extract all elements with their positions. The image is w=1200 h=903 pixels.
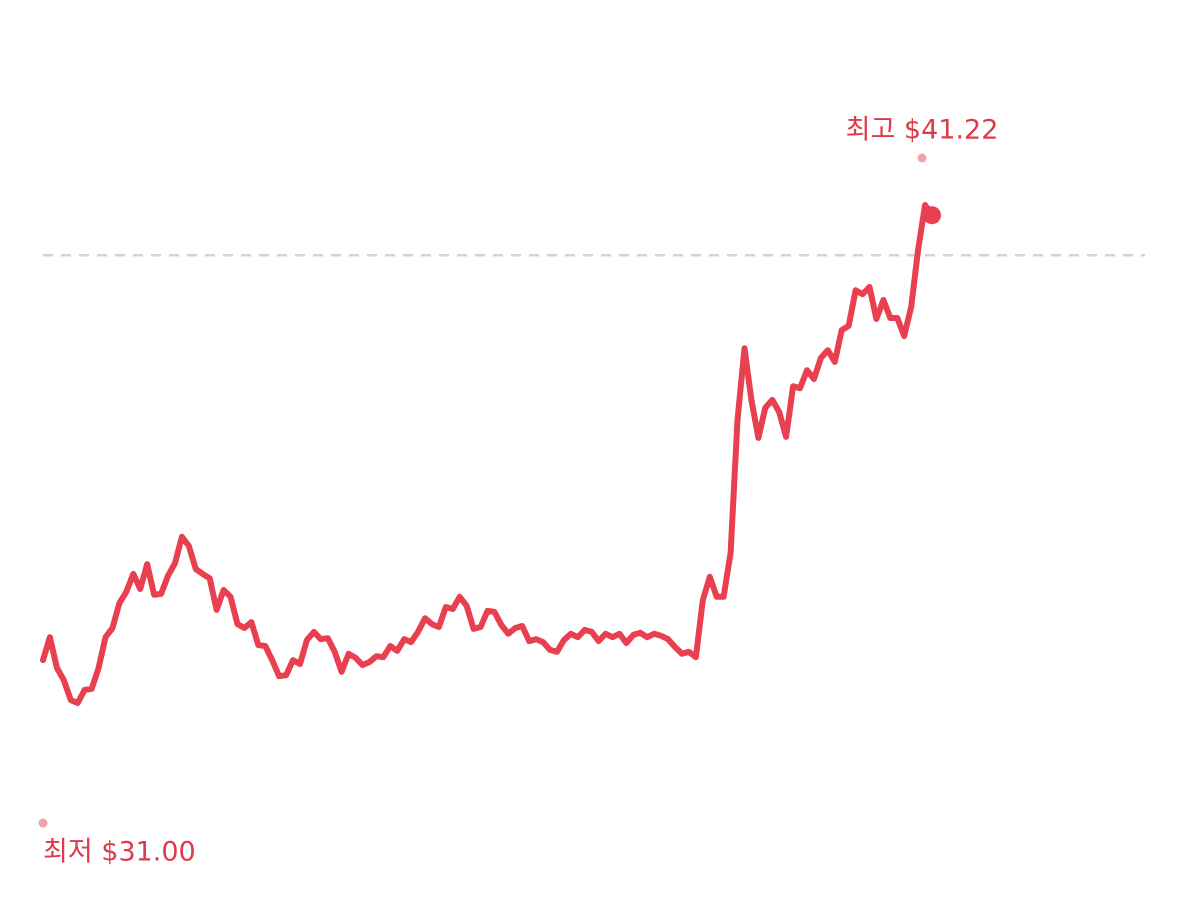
- low-label: 최저 $31.00: [43, 837, 196, 868]
- last-point: [923, 206, 941, 225]
- high-label: 최고 $41.22: [846, 115, 999, 146]
- low-marker: [38, 818, 48, 828]
- high-marker: [917, 153, 927, 163]
- price-line: [40, 202, 935, 706]
